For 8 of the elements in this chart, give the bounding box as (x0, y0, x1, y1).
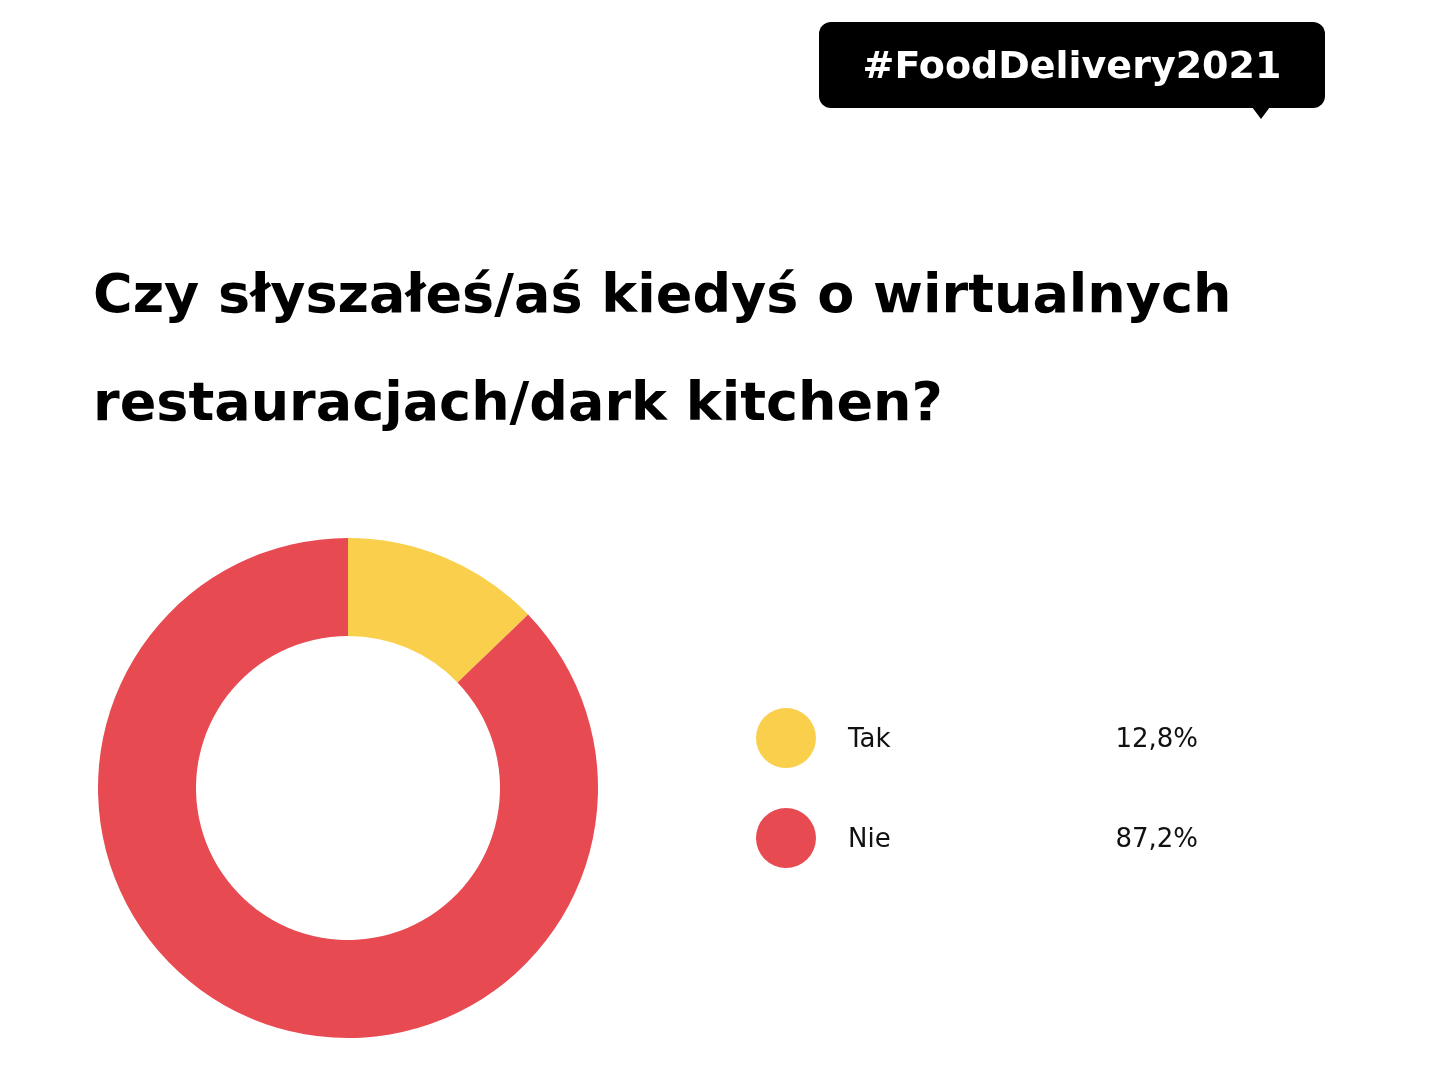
text: #FoodDelivery2021 (862, 43, 1282, 87)
donut-slice (98, 538, 598, 1038)
chart-title: Czy słyszałeś/aś kiedyś o wirtualnych restauracjach/dark kitchen? (93, 261, 1233, 435)
data-label: 12,8% (1114, 723, 1198, 753)
legend-label: Tak (848, 723, 892, 753)
donut-slice (348, 538, 529, 683)
legend-label: Nie (848, 823, 892, 853)
data-label: 87,2% (1114, 823, 1198, 853)
